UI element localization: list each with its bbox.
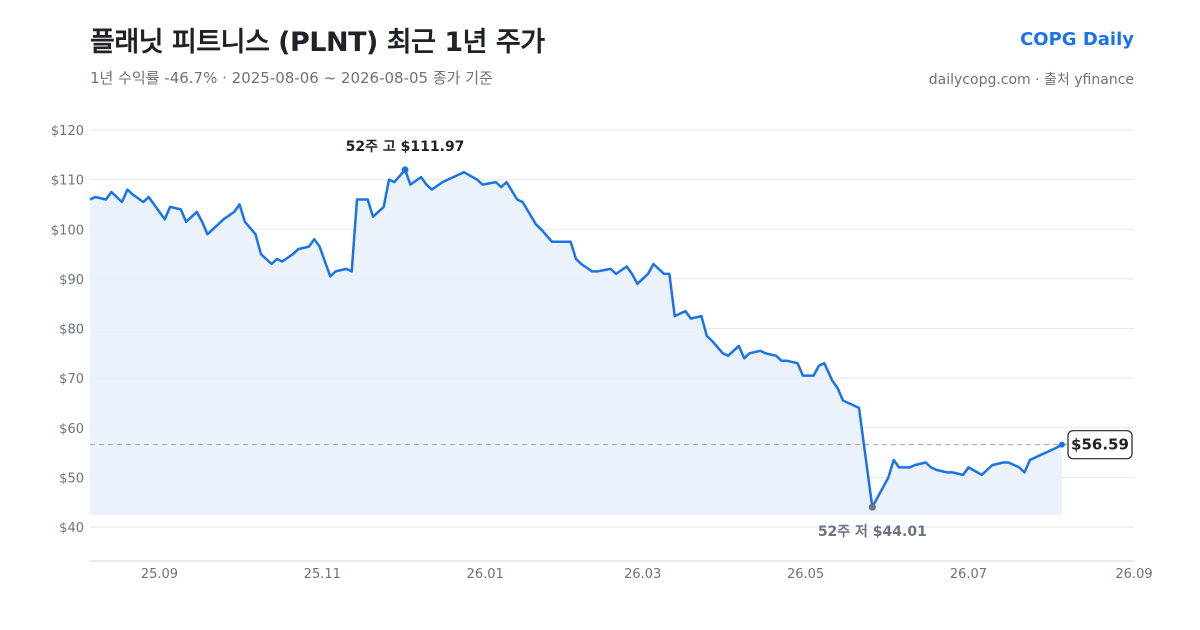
y-tick-label: $40 [59, 521, 84, 536]
y-tick-label: $60 [59, 422, 84, 437]
low-marker [868, 503, 876, 511]
low-annotation-label: 52주 저 $44.01 [818, 524, 927, 540]
y-tick-label: $70 [59, 372, 84, 387]
y-tick-label: $90 [59, 273, 84, 288]
x-tick-label: 26.09 [1115, 567, 1152, 582]
brand-logo[interactable]: COPG Daily [1020, 29, 1134, 50]
last-price-marker [1058, 441, 1065, 448]
last-price-label: $56.59 [1071, 436, 1129, 454]
x-tick-label: 26.01 [467, 567, 504, 582]
y-tick-label: $110 [51, 174, 84, 189]
x-tick-label: 26.03 [624, 567, 661, 582]
x-tick-label: 25.09 [141, 567, 178, 582]
page-subtitle: 1년 수익률 -46.7% · 2025-08-06 ~ 2026-08-05 … [90, 69, 493, 87]
price-series-line [89, 168, 1063, 509]
x-tick-label: 26.07 [950, 567, 987, 582]
y-tick-label: $120 [51, 124, 84, 139]
y-axis-ticks: $40 $50 $60 $70 $80 $90 $100 $110 $120 [51, 124, 84, 536]
y-tick-label: $80 [59, 323, 84, 338]
x-axis-ticks: 25.09 25.11 26.01 26.03 26.05 26.07 26.09 [141, 567, 1153, 582]
high-marker [401, 166, 409, 174]
x-tick-label: 26.05 [787, 567, 824, 582]
x-tick-label: 25.11 [304, 567, 341, 582]
last-price-badge [1067, 430, 1133, 460]
high-annotation-label: 52주 고 $111.97 [346, 139, 465, 155]
y-tick-label: $50 [59, 471, 84, 486]
y-tick-label: $100 [51, 223, 84, 238]
source-credit: dailycopg.com · 출처 yfinance [928, 72, 1134, 88]
price-area-fill [90, 169, 1062, 516]
page-title: 플래닛 피트니스 (PLNT) 최근 1년 주가 [90, 27, 545, 58]
